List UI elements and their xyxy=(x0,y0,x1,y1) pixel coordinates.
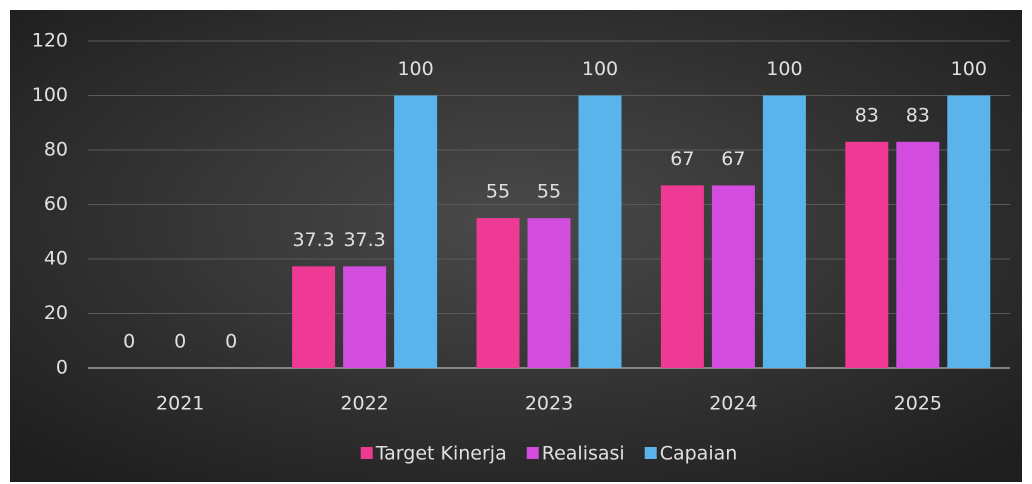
data-label: 55 xyxy=(537,181,561,203)
bar xyxy=(845,141,889,368)
data-label: 0 xyxy=(225,331,237,353)
data-label: 83 xyxy=(855,104,879,126)
bar xyxy=(896,141,940,368)
y-tick-label: 120 xyxy=(32,30,68,52)
y-tick-label: 40 xyxy=(44,248,68,270)
data-label: 67 xyxy=(721,148,745,170)
legend-swatch xyxy=(644,447,657,459)
legend-label: Realisasi xyxy=(542,443,625,465)
legend-label: Capaian xyxy=(660,443,738,465)
bar xyxy=(476,218,520,368)
legend-swatch xyxy=(526,447,539,459)
bar xyxy=(292,266,336,368)
x-tick-label: 2021 xyxy=(156,393,204,415)
bar xyxy=(527,218,571,368)
y-tick-label: 0 xyxy=(56,357,68,379)
data-label: 0 xyxy=(174,331,186,353)
data-label: 0 xyxy=(123,331,135,353)
bar xyxy=(394,95,438,368)
x-tick-label: 2025 xyxy=(894,393,942,415)
data-label: 37.3 xyxy=(292,229,334,251)
data-label: 100 xyxy=(397,58,433,80)
y-tick-label: 60 xyxy=(44,193,68,215)
data-label: 100 xyxy=(582,58,618,80)
data-label: 100 xyxy=(766,58,802,80)
bar xyxy=(660,185,704,368)
data-label: 83 xyxy=(906,104,930,126)
bar xyxy=(762,95,806,368)
y-tick-label: 20 xyxy=(44,302,68,324)
legend-label: Target Kinerja xyxy=(375,443,507,465)
legend-swatch xyxy=(360,447,373,459)
bar xyxy=(947,95,991,368)
y-tick-label: 80 xyxy=(44,139,68,161)
bar xyxy=(711,185,755,368)
bar xyxy=(578,95,622,368)
x-tick-label: 2022 xyxy=(340,393,388,415)
data-label: 67 xyxy=(670,148,694,170)
data-label: 100 xyxy=(951,58,987,80)
bar xyxy=(343,266,387,368)
data-label: 55 xyxy=(486,181,510,203)
x-tick-label: 2023 xyxy=(525,393,573,415)
x-tick-label: 2024 xyxy=(709,393,757,415)
data-label: 37.3 xyxy=(343,229,385,251)
y-tick-label: 100 xyxy=(32,84,68,106)
